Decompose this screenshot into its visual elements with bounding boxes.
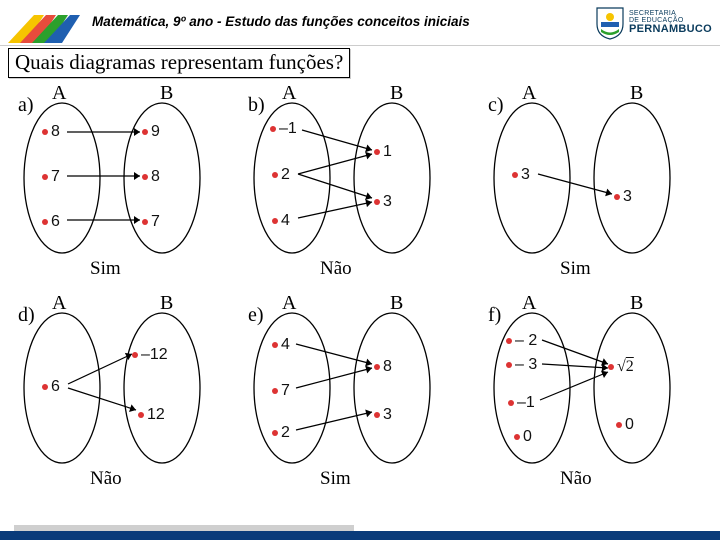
set-b-element: √2 [608, 358, 634, 376]
set-a-element: 7 [272, 382, 290, 400]
set-a-element: – 3 [506, 356, 537, 374]
panel-f: f)AB– 2– 3–10√20Não [490, 298, 690, 498]
panel-answer: Não [560, 468, 592, 490]
set-a-element: –1 [270, 120, 297, 138]
set-b-element: 0 [616, 416, 634, 434]
set-a-element: 6 [42, 378, 60, 396]
set-b-element: –12 [132, 346, 168, 364]
set-a-element: 6 [42, 213, 60, 231]
set-a-element: –1 [508, 394, 535, 412]
logo-line1: SECRETARIA [629, 10, 712, 17]
set-a-element: 8 [42, 123, 60, 141]
diagrams-area: a)AB876987Simb)AB–12413Nãoc)AB33Simd)AB6… [0, 78, 720, 523]
set-b-element: 8 [142, 168, 160, 186]
set-a-element: 2 [272, 424, 290, 442]
set-b-element: 3 [614, 188, 632, 206]
footer [0, 522, 720, 540]
panel-answer: Sim [560, 258, 591, 280]
set-b-element: 9 [142, 123, 160, 141]
question-text: Quais diagramas representam funções? [8, 48, 350, 78]
panel-e: e)AB47283Sim [250, 298, 450, 498]
set-a-element: 0 [514, 428, 532, 446]
set-b-element: 7 [142, 213, 160, 231]
pernambuco-shield-icon [595, 6, 625, 40]
set-a-element: 2 [272, 166, 290, 184]
panel-answer: Não [90, 468, 122, 490]
header-logo: SECRETARIA DE EDUCAÇÃO PERNAMBUCO [592, 4, 712, 42]
header-title: Matemática, 9º ano - Estudo das funções … [88, 14, 592, 30]
panel-c: c)AB33Sim [490, 88, 690, 288]
header-stripes [8, 3, 88, 43]
set-b-element: 3 [374, 193, 392, 211]
set-b-element: 8 [374, 358, 392, 376]
panel-answer: Sim [320, 468, 351, 490]
set-a-element: 4 [272, 336, 290, 354]
set-a-element: – 2 [506, 332, 537, 350]
logo-state: PERNAMBUCO [629, 24, 712, 35]
set-b-element: 3 [374, 406, 392, 424]
panel-answer: Sim [90, 258, 121, 280]
set-a-element: 7 [42, 168, 60, 186]
header: Matemática, 9º ano - Estudo das funções … [0, 0, 720, 46]
set-a-element: 4 [272, 212, 290, 230]
panel-answer: Não [320, 258, 352, 280]
set-a-element: 3 [512, 166, 530, 184]
panel-d: d)AB6–1212Não [20, 298, 220, 498]
set-b-element: 12 [138, 406, 165, 424]
panel-a: a)AB876987Sim [20, 88, 220, 288]
panel-b: b)AB–12413Não [250, 88, 450, 288]
set-b-element: 1 [374, 143, 392, 161]
